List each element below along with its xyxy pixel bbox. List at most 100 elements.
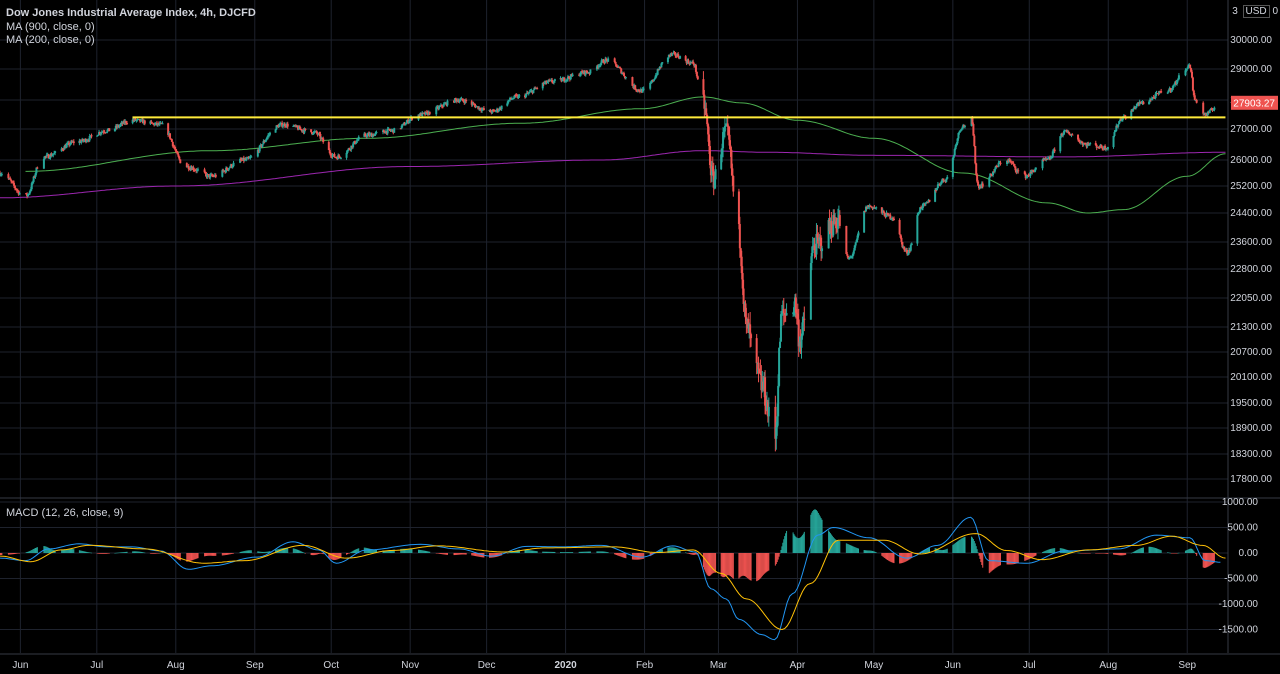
candle-body[interactable] bbox=[311, 133, 314, 135]
candle-body[interactable] bbox=[68, 142, 71, 146]
candle-body[interactable] bbox=[619, 67, 622, 69]
candle-body[interactable] bbox=[924, 202, 927, 205]
candle-body[interactable] bbox=[96, 135, 99, 137]
candle-body[interactable] bbox=[994, 166, 997, 169]
candle-body[interactable] bbox=[898, 219, 901, 235]
candle-body[interactable] bbox=[187, 165, 190, 170]
candle-body[interactable] bbox=[386, 128, 389, 134]
candle-body[interactable] bbox=[527, 92, 530, 94]
candle-body[interactable] bbox=[838, 215, 841, 226]
candle-body[interactable] bbox=[83, 140, 86, 142]
candle-body[interactable] bbox=[821, 248, 824, 252]
candle-body[interactable] bbox=[671, 53, 674, 55]
candle-body[interactable] bbox=[1095, 145, 1098, 148]
time-axis-tick[interactable]: Jul bbox=[1023, 660, 1036, 671]
candle-body[interactable] bbox=[946, 176, 949, 179]
candle-body[interactable] bbox=[731, 168, 734, 177]
candle-body[interactable] bbox=[97, 134, 100, 136]
candle-body[interactable] bbox=[1065, 130, 1068, 132]
candle-body[interactable] bbox=[506, 103, 509, 106]
candle-body[interactable] bbox=[620, 68, 623, 74]
candle-body[interactable] bbox=[750, 334, 753, 339]
price-axis-tick[interactable]: 20100.00 bbox=[1230, 372, 1272, 383]
candle-body[interactable] bbox=[744, 303, 747, 318]
candle-body[interactable] bbox=[999, 162, 1002, 165]
candle-body[interactable] bbox=[27, 194, 30, 197]
candle-body[interactable] bbox=[1193, 95, 1196, 101]
candle-body[interactable] bbox=[179, 159, 182, 164]
candle-body[interactable] bbox=[935, 188, 938, 191]
candle-body[interactable] bbox=[528, 91, 531, 93]
candle-body[interactable] bbox=[400, 125, 403, 129]
candle-body[interactable] bbox=[541, 82, 544, 89]
candle-body[interactable] bbox=[366, 134, 369, 137]
candle-body[interactable] bbox=[345, 152, 348, 158]
candle-body[interactable] bbox=[85, 140, 88, 143]
candle-body[interactable] bbox=[225, 167, 228, 173]
candle-body[interactable] bbox=[649, 82, 652, 89]
candle-body[interactable] bbox=[1190, 68, 1193, 72]
candle-body[interactable] bbox=[993, 168, 996, 172]
candle-body[interactable] bbox=[264, 140, 267, 143]
candle-body[interactable] bbox=[852, 250, 855, 254]
candle-body[interactable] bbox=[1177, 75, 1180, 80]
candle-body[interactable] bbox=[44, 156, 47, 158]
candle-body[interactable] bbox=[459, 99, 462, 101]
candle-body[interactable] bbox=[885, 212, 888, 218]
candle-body[interactable] bbox=[1062, 134, 1065, 136]
candle-body[interactable] bbox=[693, 63, 696, 66]
candle-body[interactable] bbox=[500, 105, 503, 110]
candle-body[interactable] bbox=[349, 149, 352, 151]
candle-body[interactable] bbox=[889, 214, 892, 219]
candle-body[interactable] bbox=[1009, 160, 1012, 163]
candle-body[interactable] bbox=[654, 75, 657, 79]
candle-body[interactable] bbox=[579, 74, 582, 76]
candle-body[interactable] bbox=[1050, 156, 1053, 158]
candle-body[interactable] bbox=[118, 125, 121, 127]
candle-body[interactable] bbox=[1034, 169, 1037, 172]
candle-body[interactable] bbox=[36, 167, 39, 169]
candle-body[interactable] bbox=[283, 123, 286, 127]
candle-body[interactable] bbox=[1049, 157, 1052, 159]
candle-body[interactable] bbox=[955, 143, 958, 146]
candle-body[interactable] bbox=[401, 124, 404, 126]
candle-body[interactable] bbox=[1017, 170, 1020, 172]
candle-body[interactable] bbox=[1117, 124, 1120, 127]
candle-body[interactable] bbox=[440, 104, 443, 107]
time-axis-tick[interactable]: Nov bbox=[401, 660, 419, 671]
candle-body[interactable] bbox=[907, 253, 910, 255]
candle-body[interactable] bbox=[1053, 149, 1056, 152]
candle-body[interactable] bbox=[615, 64, 618, 67]
candle-body[interactable] bbox=[240, 159, 243, 161]
candle-body[interactable] bbox=[171, 141, 174, 147]
candle-body[interactable] bbox=[240, 158, 243, 160]
candle-body[interactable] bbox=[634, 85, 637, 90]
candle-body[interactable] bbox=[992, 171, 995, 173]
candle-body[interactable] bbox=[963, 125, 966, 127]
candle-body[interactable] bbox=[909, 245, 912, 251]
candle-body[interactable] bbox=[936, 184, 939, 189]
candle-body[interactable] bbox=[1172, 85, 1175, 89]
candle-body[interactable] bbox=[52, 154, 55, 156]
price-axis-tick[interactable]: 20700.00 bbox=[1230, 347, 1272, 358]
candle-body[interactable] bbox=[780, 313, 783, 315]
candle-body[interactable] bbox=[373, 134, 376, 137]
candle-body[interactable] bbox=[739, 248, 742, 257]
candle-body[interactable] bbox=[552, 82, 555, 84]
candle-body[interactable] bbox=[759, 371, 762, 374]
candle-body[interactable] bbox=[497, 109, 500, 112]
candle-body[interactable] bbox=[631, 77, 634, 86]
time-axis-tick[interactable]: Sep bbox=[246, 660, 264, 671]
candle-body[interactable] bbox=[296, 125, 299, 128]
candle-body[interactable] bbox=[311, 132, 314, 134]
candle-body[interactable] bbox=[953, 149, 956, 156]
candle-body[interactable] bbox=[960, 129, 963, 131]
candle-body[interactable] bbox=[623, 73, 626, 77]
candle-body[interactable] bbox=[1170, 90, 1173, 92]
candle-body[interactable] bbox=[84, 139, 87, 143]
candle-body[interactable] bbox=[438, 106, 441, 109]
candle-body[interactable] bbox=[13, 185, 16, 189]
candle-body[interactable] bbox=[1112, 135, 1115, 148]
price-axis-tick[interactable]: 21300.00 bbox=[1230, 322, 1272, 333]
candle-body[interactable] bbox=[275, 125, 278, 130]
